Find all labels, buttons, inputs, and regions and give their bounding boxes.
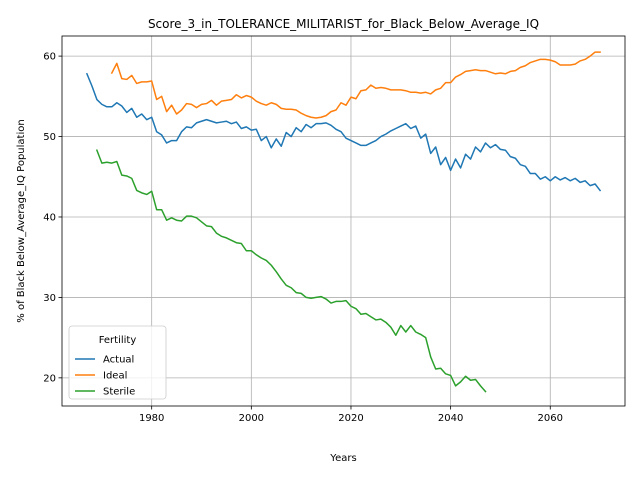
legend-title: Fertility xyxy=(99,335,137,346)
x-tick-label: 2060 xyxy=(538,413,563,424)
series-layer xyxy=(85,51,602,393)
legend-label-ideal: Ideal xyxy=(103,371,127,382)
y-tick-label: 60 xyxy=(43,52,56,63)
legend-items: Actual Ideal Sterile xyxy=(75,355,135,398)
chart-title: Score_3_in_TOLERANCE_MILITARIST_for_Blac… xyxy=(148,17,539,31)
y-tick-label: 30 xyxy=(43,293,56,304)
y-tick-label: 50 xyxy=(43,132,56,143)
x-tick-label: 2020 xyxy=(338,413,363,424)
x-axis-ticks: 1980 2000 2020 2040 2060 xyxy=(139,406,563,424)
x-tick-label: 2000 xyxy=(239,413,264,424)
x-tick-label: 2040 xyxy=(438,413,463,424)
series-line-sterile xyxy=(95,149,487,393)
x-axis-label: Years xyxy=(329,453,356,464)
y-tick-label: 20 xyxy=(43,373,56,384)
series-line-actual xyxy=(85,72,602,192)
series-line-ideal xyxy=(110,51,601,119)
y-axis-ticks: 20 30 40 50 60 xyxy=(43,52,62,384)
legend: Fertility Actual Ideal Sterile xyxy=(68,325,167,400)
legend-label-actual: Actual xyxy=(103,355,134,366)
plot-frame xyxy=(61,35,626,407)
legend-label-sterile: Sterile xyxy=(103,387,135,398)
y-axis-label: % of Black Below_Average_IQ Population xyxy=(16,119,27,322)
x-tick-label: 1980 xyxy=(139,413,164,424)
y-tick-label: 40 xyxy=(43,212,56,223)
legend-box xyxy=(68,325,167,400)
